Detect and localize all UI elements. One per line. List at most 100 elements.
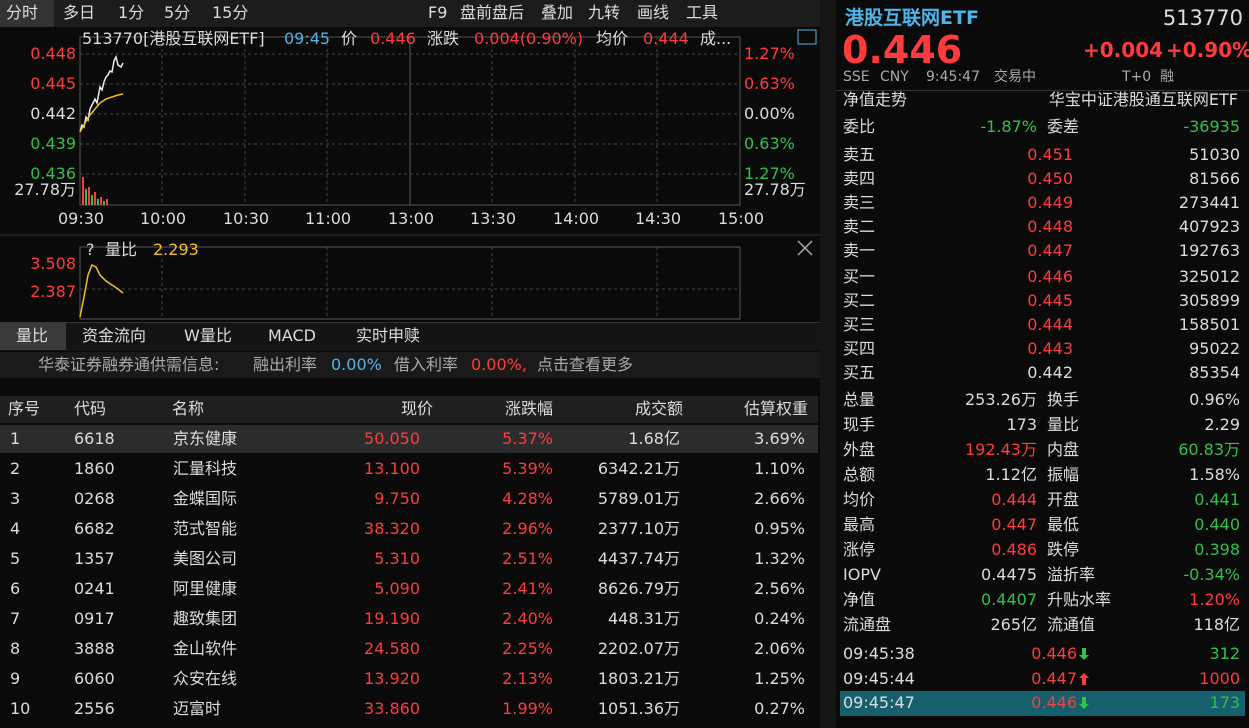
stat-label: 开盘 xyxy=(1047,490,1080,509)
stat-label: 最低 xyxy=(1047,515,1080,534)
column-header[interactable]: 代码 xyxy=(74,399,107,418)
table-cell: 1.99% xyxy=(502,699,553,718)
price-value: 0.446 xyxy=(370,29,416,48)
toolbar-tab[interactable]: 分时 xyxy=(6,3,39,22)
table-cell: 众安在线 xyxy=(173,669,238,688)
stat-label: 均价 xyxy=(843,490,876,509)
table-cell: 2.51% xyxy=(502,549,553,568)
chart-code: 513770[港股互联网ETF] xyxy=(82,29,265,48)
toolbar-tab[interactable]: 5分 xyxy=(164,3,191,22)
y2-tick-label: 0.63% xyxy=(744,74,795,93)
table-cell: 2.41% xyxy=(502,579,553,598)
table-cell: 5 xyxy=(10,549,21,568)
table-cell: 2.06% xyxy=(754,639,805,658)
stat-label: 跌停 xyxy=(1047,540,1080,559)
stat-label: 现手 xyxy=(843,415,876,434)
table-cell: 9.750 xyxy=(374,489,420,508)
order-level: 卖一 xyxy=(843,241,876,260)
toolbar-tab[interactable]: 1分 xyxy=(118,3,145,22)
stat-value: 1.12亿 xyxy=(985,465,1037,484)
table-cell: 4437.74万 xyxy=(597,549,680,568)
table-cell: 10 xyxy=(10,699,31,718)
table-cell: 1.25% xyxy=(754,669,805,688)
notice-link[interactable]: 点击查看更多 xyxy=(537,355,634,374)
table-cell: 阿里健康 xyxy=(173,579,238,598)
order-volume: 325012 xyxy=(1178,267,1240,286)
order-volume: 51030 xyxy=(1189,145,1240,164)
table-cell: 5.310 xyxy=(374,549,420,568)
indicator-value: 2.293 xyxy=(153,240,199,259)
column-header[interactable]: 成交额 xyxy=(634,399,683,418)
toolbar-tab[interactable]: 多日 xyxy=(63,3,96,22)
order-volume: 273441 xyxy=(1178,193,1240,212)
table-cell: 0.27% xyxy=(754,699,805,718)
toolbar-tool[interactable]: 工具 xyxy=(686,3,719,22)
order-price: 0.444 xyxy=(1027,315,1073,334)
toolbar-tool[interactable]: 盘前盘后 xyxy=(460,3,525,22)
toolbar-tool[interactable]: 画线 xyxy=(637,3,670,22)
trade-price: 0.446 xyxy=(1031,644,1077,663)
table-cell: 2.66% xyxy=(754,489,805,508)
indicator-tab[interactable]: 量比 xyxy=(16,326,49,345)
stat-value: 1.58% xyxy=(1189,465,1240,484)
currency: CNY xyxy=(880,69,909,85)
table-cell: 0.95% xyxy=(754,519,805,538)
y2-tick-label: 0.63% xyxy=(744,134,795,153)
stat-label: 总量 xyxy=(843,390,876,409)
toolbar-tab[interactable]: 15分 xyxy=(212,3,249,22)
ratio-value: -1.87% xyxy=(980,117,1037,136)
notice-value: 0.00%, xyxy=(471,355,527,374)
indicator-tab[interactable]: 实时申赎 xyxy=(356,326,421,345)
table-cell: 8626.79万 xyxy=(597,579,680,598)
column-header[interactable]: 现价 xyxy=(400,399,433,418)
volume-label: 27.78万 xyxy=(744,180,806,199)
ratio-label: 委比 xyxy=(843,117,876,136)
help-icon[interactable]: ? xyxy=(86,240,95,259)
table-header-bg xyxy=(0,396,818,423)
diff-value: -36935 xyxy=(1183,117,1240,136)
column-header[interactable]: 涨跌幅 xyxy=(504,399,553,418)
stat-value: 0.4475 xyxy=(981,565,1037,584)
column-header[interactable]: 名称 xyxy=(172,399,205,418)
order-price: 0.451 xyxy=(1027,145,1073,164)
toolbar-tool[interactable]: F9 xyxy=(428,3,448,22)
order-volume: 407923 xyxy=(1178,217,1240,236)
stat-value: -0.34% xyxy=(1183,565,1240,584)
y-tick-label: 0.448 xyxy=(30,44,76,63)
active-tab-bg xyxy=(0,322,66,350)
toolbar-tool[interactable]: 九转 xyxy=(588,3,621,22)
trade-price: 0.447 xyxy=(1031,668,1077,688)
column-header[interactable]: 估算权重 xyxy=(743,399,808,418)
order-price: 0.443 xyxy=(1027,339,1073,358)
price-change: +0.004 xyxy=(1083,38,1164,62)
stat-value: 0.4407 xyxy=(981,590,1037,609)
order-volume: 95022 xyxy=(1189,339,1240,358)
stat-value: 0.444 xyxy=(991,490,1037,509)
column-header[interactable]: 序号 xyxy=(8,399,41,418)
trade-price: 0.446 xyxy=(1031,693,1077,712)
indicator-tab[interactable]: MACD xyxy=(268,326,316,345)
y-tick-label: 0.445 xyxy=(30,74,76,93)
stat-label: 总额 xyxy=(843,465,876,484)
order-level: 卖五 xyxy=(843,145,876,164)
table-cell: 3888 xyxy=(74,639,115,658)
table-cell: 6342.21万 xyxy=(597,459,680,478)
x-tick-label: 10:00 xyxy=(140,209,187,228)
table-cell: 0241 xyxy=(74,579,115,598)
table-cell: 13.100 xyxy=(364,459,420,478)
toolbar-tool[interactable]: 叠加 xyxy=(541,3,574,22)
table-cell: 迈富时 xyxy=(173,699,222,718)
nav-trend-link[interactable]: 净值走势 xyxy=(843,90,908,109)
stat-label: 净值 xyxy=(843,590,876,609)
table-cell: 13.920 xyxy=(364,669,420,688)
indicator-tab[interactable]: 资金流向 xyxy=(82,326,147,345)
indicator-name: 量比 xyxy=(105,240,138,259)
table-cell: 美图公司 xyxy=(173,549,238,568)
stat-label: 流通盘 xyxy=(843,615,892,634)
x-tick-label: 10:30 xyxy=(223,209,270,228)
indicator-tab[interactable]: W量比 xyxy=(184,326,232,345)
stat-label: 升贴水率 xyxy=(1047,590,1112,609)
notice-label: 融出利率 xyxy=(253,355,318,374)
table-cell: 7 xyxy=(10,609,21,628)
